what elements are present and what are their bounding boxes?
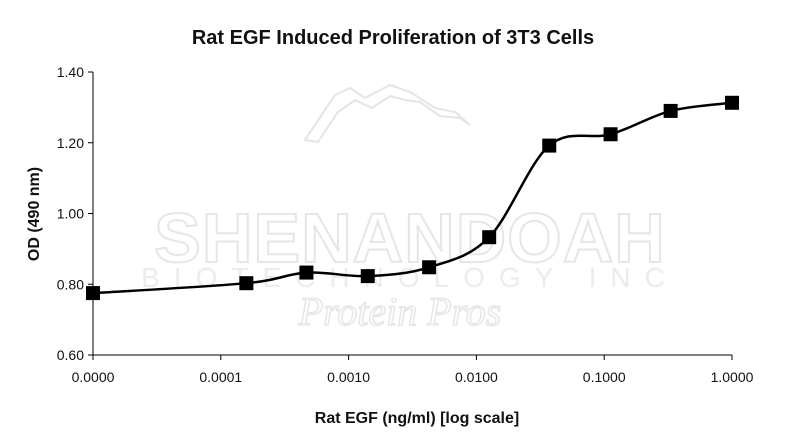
watermark-line2: BIOTECHNOLOGY INC xyxy=(141,262,679,293)
y-tick-labels: 0.60 0.80 1.00 1.20 1.40 xyxy=(57,64,84,363)
x-tick-label: 0.0000 xyxy=(72,369,115,385)
data-point xyxy=(360,269,375,284)
data-point xyxy=(542,138,557,153)
y-tick-label: 0.80 xyxy=(57,276,84,292)
watermark-mountain-logo xyxy=(303,83,471,144)
data-point xyxy=(86,286,100,301)
x-tick-label: 0.1000 xyxy=(583,369,626,385)
y-tick-label: 1.00 xyxy=(57,206,84,222)
x-axis-label: Rat EGF (ng/ml) [log scale] xyxy=(315,410,519,427)
data-point xyxy=(603,127,618,142)
data-point xyxy=(422,260,437,275)
x-tick-label: 0.0001 xyxy=(199,369,242,385)
data-point xyxy=(725,95,739,110)
watermark-line1: SHENANDOAH xyxy=(154,199,666,277)
data-point xyxy=(663,103,678,118)
y-tick-label: 1.40 xyxy=(57,64,84,80)
data-point xyxy=(482,230,497,245)
chart-title: Rat EGF Induced Proliferation of 3T3 Cel… xyxy=(192,27,594,49)
plot-area xyxy=(86,95,739,301)
x-tick-label: 0.0100 xyxy=(455,369,498,385)
series-line xyxy=(92,101,733,295)
data-point xyxy=(239,276,254,291)
x-tick-label: 1.0000 xyxy=(711,369,754,385)
data-point xyxy=(299,265,314,280)
x-tick-label: 0.0010 xyxy=(327,369,370,385)
y-axis-label: OD (490 nm) xyxy=(26,167,43,261)
y-tick-label: 1.20 xyxy=(57,135,84,151)
x-tick-labels: 0.0000 0.0001 0.0010 0.0100 0.1000 1.0000 xyxy=(72,369,754,385)
watermark: SHENANDOAH BIOTECHNOLOGY INC Protein Pro… xyxy=(141,83,679,335)
watermark-line3: Protein Pros xyxy=(298,289,502,334)
y-tick-label: 0.60 xyxy=(57,347,84,363)
axes xyxy=(88,71,733,360)
